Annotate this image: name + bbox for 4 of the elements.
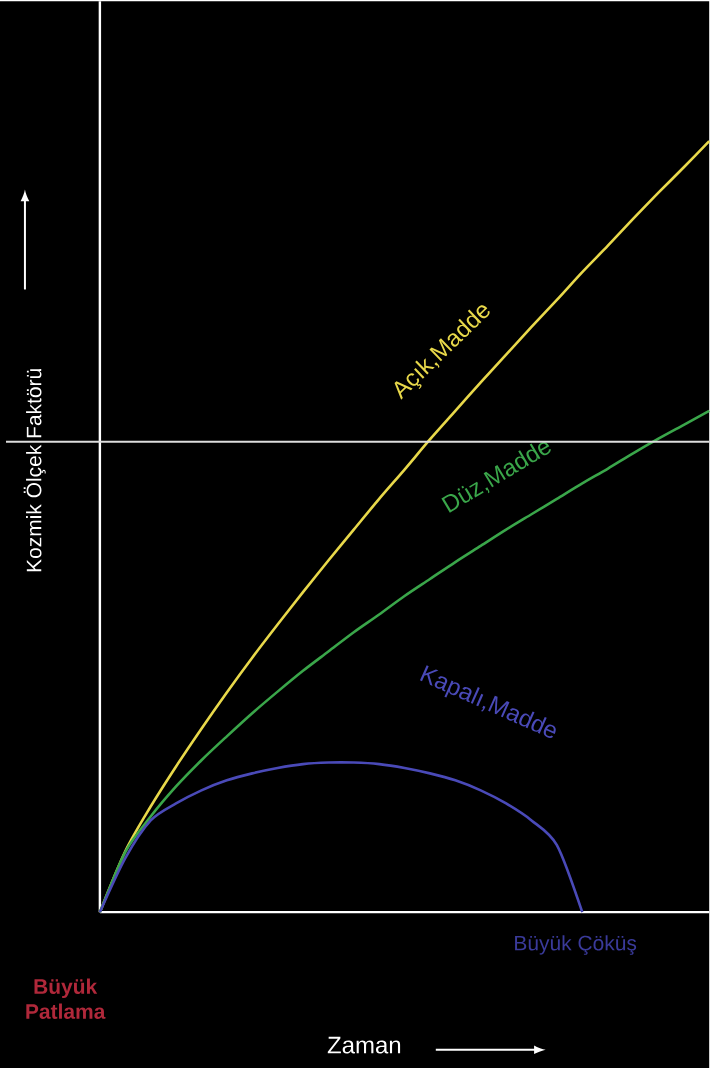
text: Büyük Patlama <box>26 978 106 1019</box>
text: Zaman <box>328 1036 401 1054</box>
text: Büyük Çöküş <box>515 935 637 955</box>
y-axis-title: Kozmik Ölçek Faktörü <box>23 369 46 572</box>
